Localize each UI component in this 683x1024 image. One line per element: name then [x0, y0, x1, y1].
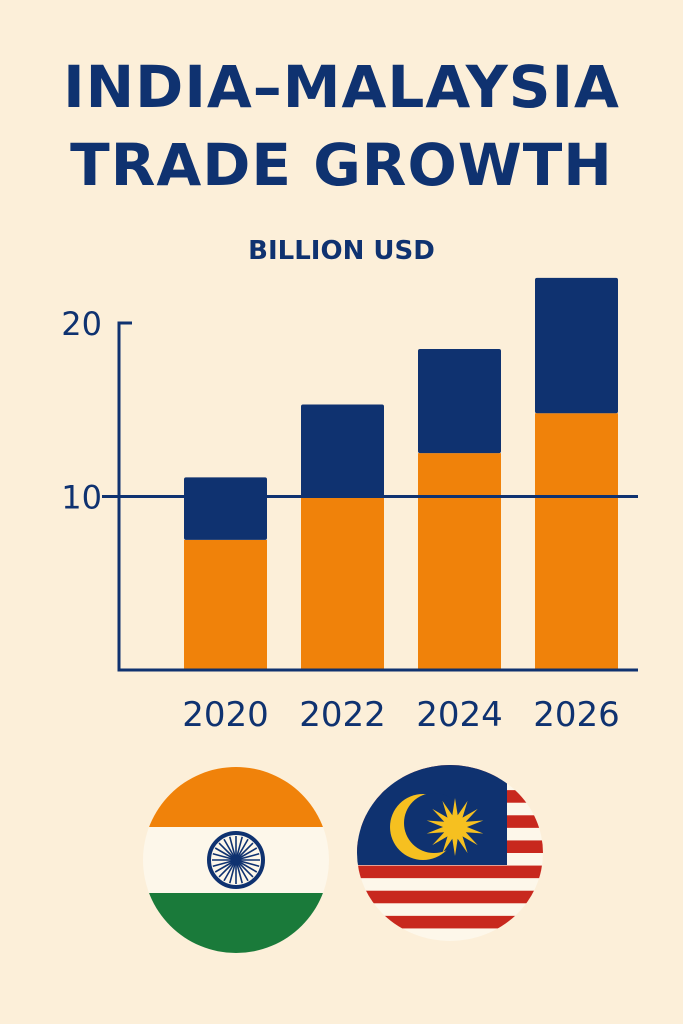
bar-2020-segment-1: [184, 539, 267, 670]
y-tick-label-20: 20: [61, 305, 102, 343]
x-category-label-2022: 2022: [299, 695, 386, 735]
axes-group: [102, 321, 638, 672]
bars-group: [184, 277, 618, 670]
x-category-label-2024: 2024: [416, 695, 503, 735]
chart-title-line-1: INDIA–MALAYSIA: [63, 53, 620, 121]
y-axis-unit-label: BILLION USD: [248, 236, 435, 266]
bar-2024-segment-2: [418, 349, 501, 454]
category-labels-group: 2020 2022 2024 2026: [182, 695, 620, 735]
x-category-label-2026: 2026: [533, 695, 620, 735]
india-flag-icon: [143, 767, 329, 953]
x-category-label-2020: 2020: [182, 695, 269, 735]
bar-2026-segment-1: [535, 413, 618, 670]
y-tick-label-10: 10: [61, 479, 102, 517]
bar-2022-segment-2: [301, 404, 384, 497]
bar-2024-segment-1: [418, 453, 501, 670]
tick-labels-group: 10 20: [61, 305, 102, 517]
bar-2022-segment-1: [301, 496, 384, 670]
bar-chart: 10 20 2020 2022 2024 2026: [61, 277, 638, 735]
bar-2020-segment-2: [184, 477, 267, 540]
bar-2026-segment-2: [535, 277, 618, 414]
malaysia-flag-icon: [357, 765, 543, 941]
chart-title-line-2: TRADE GROWTH: [70, 131, 613, 199]
